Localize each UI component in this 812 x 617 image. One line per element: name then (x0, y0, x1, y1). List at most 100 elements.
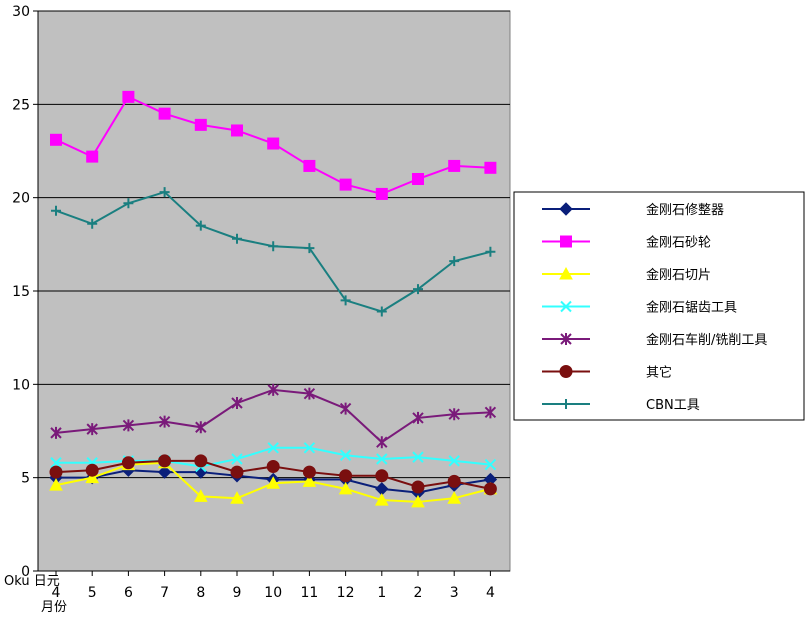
point-1-11 (448, 159, 461, 172)
point-1-5 (231, 124, 243, 137)
point-5-9 (375, 469, 389, 483)
legend-item-6: CBN工具 (542, 398, 700, 413)
y-tick-label-20: 20 (12, 191, 30, 207)
point-5-1 (85, 463, 99, 477)
point-1-9 (375, 187, 388, 200)
point-1-12 (484, 161, 497, 174)
legend-swatch-marker-3 (560, 300, 572, 313)
point-2-1 (85, 470, 100, 484)
legend-label-4: 金刚石车削/铣削工具 (646, 332, 767, 348)
x-tick-label-6: 10 (264, 585, 282, 601)
point-2-0 (49, 478, 63, 491)
point-3-12 (484, 458, 497, 471)
point-4-5 (231, 397, 243, 409)
legend-swatch-marker-4 (560, 333, 572, 345)
point-5-3 (158, 454, 172, 468)
legend-item-4: 金刚石车削/铣削工具 (542, 332, 767, 348)
point-3-0 (50, 457, 62, 469)
point-1-2 (122, 90, 135, 103)
point-6-2 (123, 198, 134, 209)
point-1-7 (303, 159, 316, 172)
legend-label-1: 金刚石砂轮 (646, 235, 711, 251)
point-6-5 (232, 233, 242, 244)
point-5-5 (230, 465, 244, 479)
x-tick-label-12: 4 (486, 585, 495, 601)
x-tick-label-2: 6 (124, 585, 133, 601)
point-4-9 (376, 436, 388, 449)
point-3-8 (339, 449, 352, 461)
point-1-3 (158, 107, 171, 120)
point-6-8 (340, 295, 351, 306)
y-axis-note: Oku 日元 (4, 574, 60, 589)
point-6-7 (304, 243, 315, 254)
y-tick-label-5: 5 (21, 471, 30, 487)
x-tick-label-4: 8 (196, 585, 205, 601)
legend-swatch-marker-5 (559, 365, 573, 378)
point-4-10 (412, 411, 424, 424)
legend-swatch-marker-2 (559, 266, 573, 280)
point-6-0 (51, 205, 61, 216)
legend-item-1: 金刚石砂轮 (542, 235, 711, 251)
point-2-6 (266, 476, 281, 489)
series-6 (51, 187, 496, 317)
point-6-3 (159, 187, 170, 198)
point-0-3 (157, 465, 172, 479)
point-5-4 (194, 454, 208, 468)
legend-item-5: 其它 (542, 365, 672, 381)
legend-item-2: 金刚石切片 (542, 266, 711, 283)
point-6-11 (449, 256, 460, 267)
legend-label-0: 金刚石修整器 (646, 202, 724, 218)
point-5-6 (266, 459, 280, 473)
series-1 (50, 90, 497, 200)
point-1-6 (267, 137, 280, 150)
point-6-6 (268, 241, 279, 252)
legend-swatch-marker-6 (561, 399, 571, 409)
point-4-6 (267, 383, 279, 396)
grid-lines (38, 10, 510, 479)
point-1-0 (50, 133, 62, 146)
point-6-12 (485, 246, 496, 257)
point-5-0 (49, 465, 63, 479)
x-axis-note: 月份 (41, 600, 67, 615)
x-tick-label-0: 4 (52, 585, 61, 601)
legend-label-5: 其它 (646, 365, 672, 381)
point-4-3 (158, 415, 171, 428)
point-4-1 (86, 423, 98, 436)
point-3-5 (231, 453, 243, 465)
x-tick-label-8: 12 (337, 585, 355, 601)
series-4 (50, 383, 497, 449)
point-6-10 (413, 284, 423, 295)
point-5-7 (302, 465, 316, 479)
legend-item-0: 金刚石修整器 (542, 202, 724, 218)
point-3-7 (303, 442, 316, 454)
y-tick-label-10: 10 (12, 377, 30, 393)
point-1-10 (412, 173, 424, 185)
point-4-2 (122, 419, 135, 432)
point-3-9 (376, 453, 388, 465)
legend-swatch-marker-0 (559, 202, 573, 216)
legend-swatch-marker-1 (560, 235, 572, 248)
x-tick-label-11: 3 (450, 585, 459, 601)
series-5 (49, 454, 497, 496)
point-2-7 (302, 474, 317, 487)
legend-item-3: 金刚石锯齿工具 (542, 300, 737, 316)
point-4-4 (195, 421, 207, 434)
point-3-11 (448, 455, 460, 467)
y-tick-label-25: 25 (12, 97, 30, 113)
point-2-5 (230, 491, 244, 504)
point-2-8 (338, 481, 353, 495)
x-tick-label-10: 2 (414, 585, 423, 601)
point-1-1 (86, 150, 99, 163)
legend-label-6: CBN工具 (646, 398, 700, 413)
legend-label-3: 金刚石锯齿工具 (646, 300, 737, 316)
point-1-8 (339, 178, 352, 191)
point-3-6 (267, 442, 279, 454)
point-4-11 (448, 408, 460, 421)
x-tick-label-3: 7 (160, 585, 169, 601)
y-tick-label-30: 30 (12, 4, 30, 20)
point-5-8 (339, 469, 353, 483)
point-4-0 (50, 426, 62, 439)
